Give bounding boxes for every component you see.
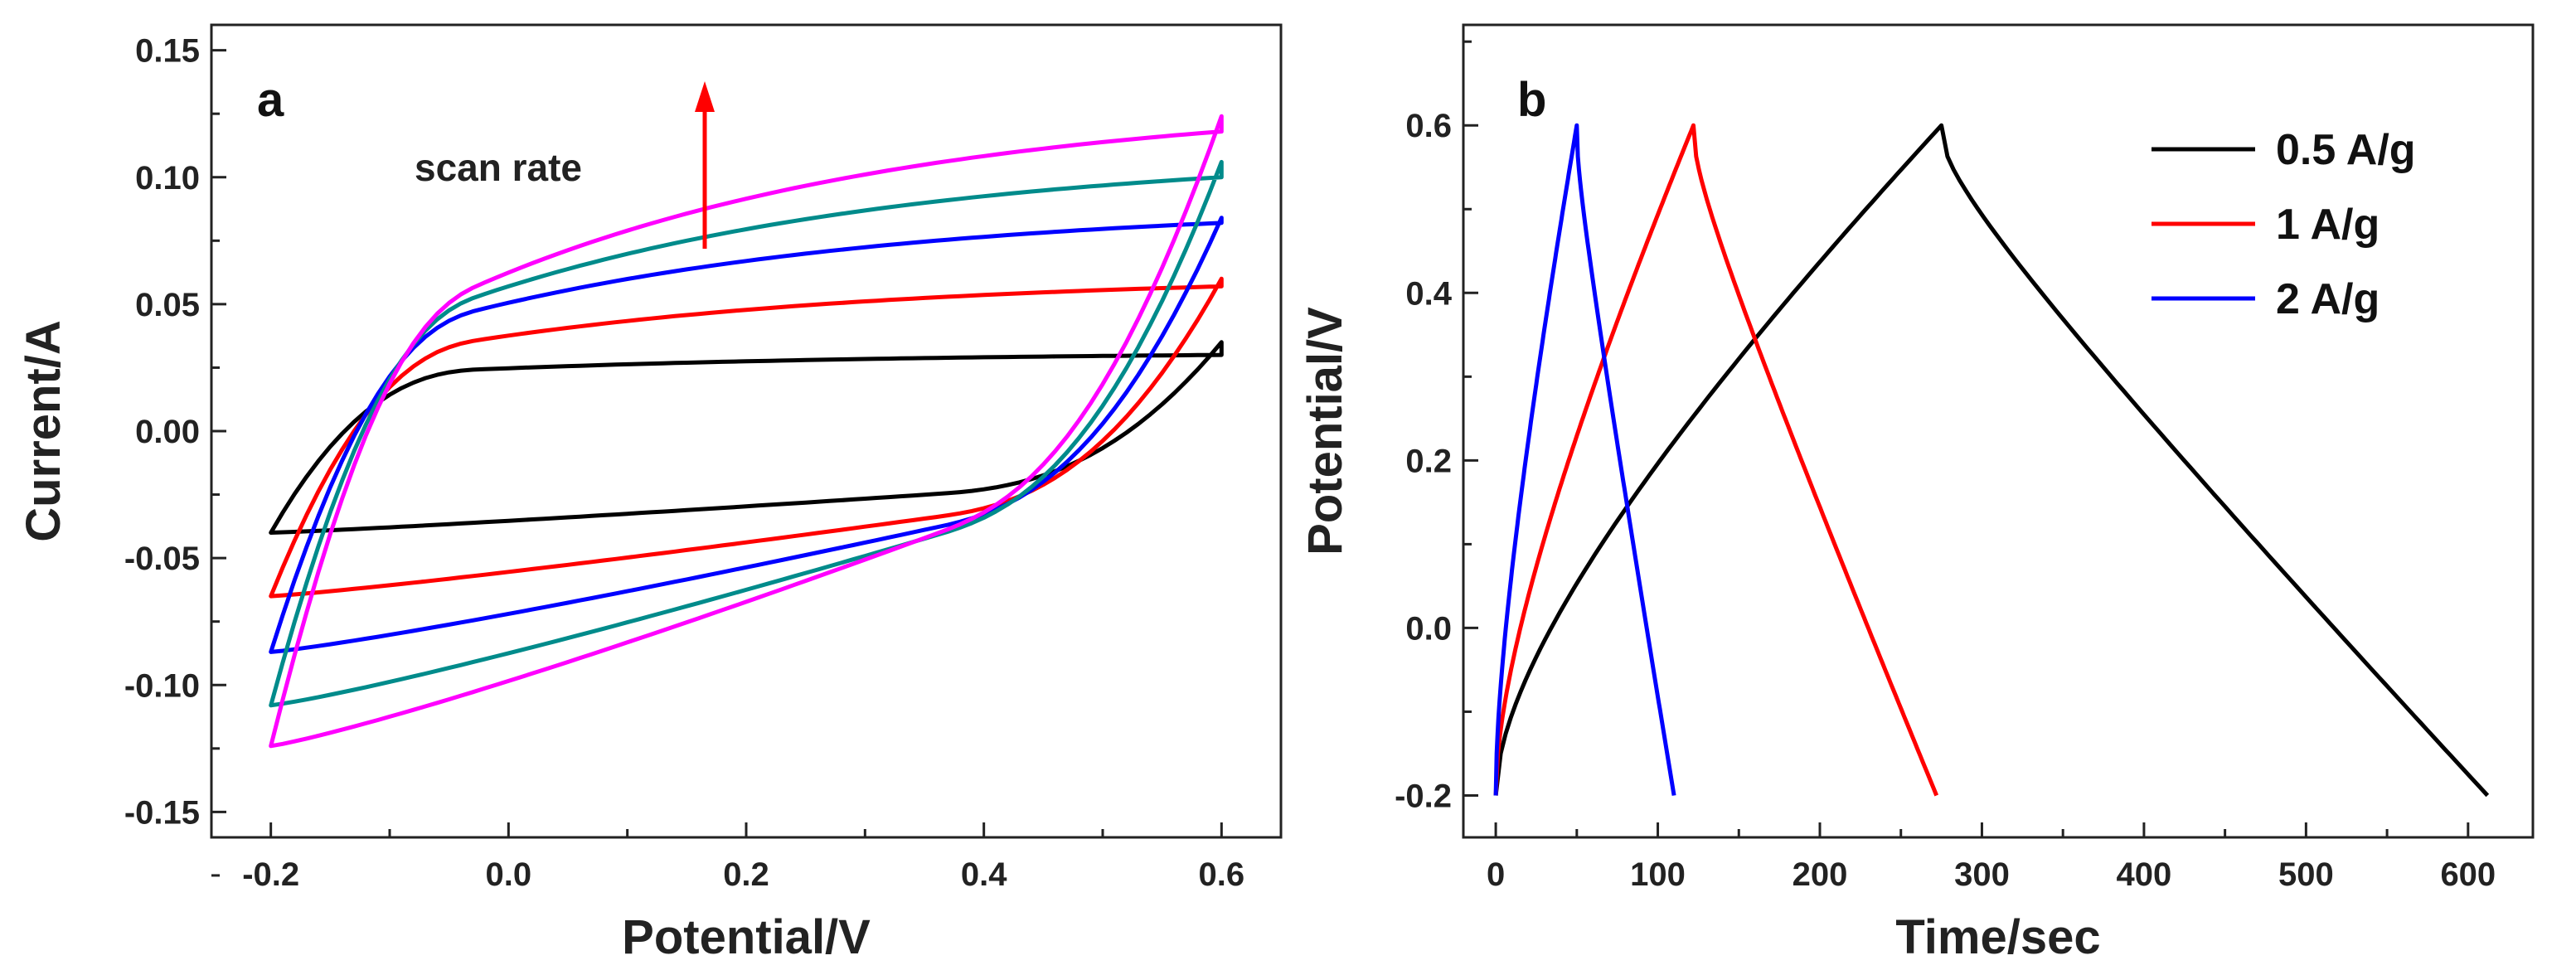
panel-a-x-axis-label: Potential/V — [622, 910, 871, 964]
panel-a-label: a — [257, 73, 284, 127]
y-tick-label: 0.15 — [135, 33, 200, 70]
panel-b-curves — [1493, 123, 2490, 798]
x-tick-label: 0 — [1487, 856, 1505, 893]
x-tick-label: 0.0 — [486, 856, 532, 893]
y-tick-label: 0.4 — [1405, 275, 1452, 312]
panel-b-y-axis: -0.2 0.0 0.2 0.4 0.6 — [1395, 40, 1478, 814]
y-tick-label: 0.0 — [1405, 610, 1452, 647]
scan-rate-arrow — [695, 81, 715, 249]
x-tick-label: 500 — [2278, 856, 2334, 893]
x-tick-label: 300 — [1954, 856, 2010, 893]
panel-b-x-axis-label: Time/sec — [1895, 910, 2100, 964]
y-tick-label: -0.15 — [124, 794, 200, 831]
y-tick-label: -0.05 — [124, 541, 200, 577]
panel-b-y-axis-label: Potential/V — [1298, 307, 1352, 555]
y-tick-label: 0.6 — [1405, 108, 1452, 144]
panel-b-legend: 0.5 A/g 1 A/g 2 A/g — [2152, 126, 2416, 323]
y-tick-label: -0.10 — [124, 667, 200, 704]
cv-curve-1 — [269, 340, 1224, 535]
x-tick-label: 400 — [2117, 856, 2172, 893]
panel-a-y-axis: -0.15 -0.10 -0.05 0.00 0.05 0.10 0.15 — [124, 33, 226, 877]
cv-curve-2 — [269, 276, 1224, 599]
y-tick-label: 0.00 — [135, 414, 200, 450]
legend-label: 1 A/g — [2276, 201, 2380, 249]
panel-b-gcd-chart: -0.2 0.0 0.2 0.4 0.6 0 100 200 300 400 500 600 b 0… — [1298, 23, 2535, 964]
panel-b-x-axis: 0 100 200 300 400 500 600 — [1487, 822, 2496, 893]
y-tick-label: 0.2 — [1405, 443, 1452, 479]
x-tick-label: 100 — [1630, 856, 1686, 893]
legend-label: 2 A/g — [2276, 275, 2380, 323]
panel-a-cv-chart: -0.15 -0.10 -0.05 0.00 0.05 0.10 0.15 -0.2 0.0 0… — [17, 23, 1283, 964]
x-tick-label: 0.6 — [1199, 856, 1245, 893]
panel-a-y-axis-label: Current/A — [17, 320, 70, 541]
panel-a-curves — [269, 114, 1224, 749]
x-tick-label: 0.2 — [723, 856, 769, 893]
cv-curve-4 — [269, 159, 1224, 708]
x-tick-label: 0.4 — [961, 856, 1007, 893]
legend-label: 0.5 A/g — [2276, 126, 2416, 174]
x-tick-label: -0.2 — [242, 856, 299, 893]
panel-b-label: b — [1517, 73, 1546, 127]
gcd-curve-1 — [1493, 123, 2490, 798]
cv-curve-3 — [269, 216, 1224, 654]
cv-curve-5 — [269, 114, 1224, 749]
x-tick-label: 600 — [2440, 856, 2496, 893]
gcd-curve-3 — [1493, 123, 1676, 796]
x-tick-label: 200 — [1793, 856, 1848, 893]
y-tick-label: 0.05 — [135, 287, 200, 323]
panel-a-frame — [210, 23, 1283, 839]
panel-a-x-axis: -0.2 0.0 0.2 0.4 0.6 — [242, 822, 1244, 893]
scan-rate-annotation: scan rate — [415, 146, 582, 189]
panel-b-frame — [1462, 23, 2535, 839]
gcd-curve-2 — [1493, 123, 1939, 797]
y-tick-label: 0.10 — [135, 160, 200, 196]
y-tick-label: -0.2 — [1395, 778, 1452, 814]
